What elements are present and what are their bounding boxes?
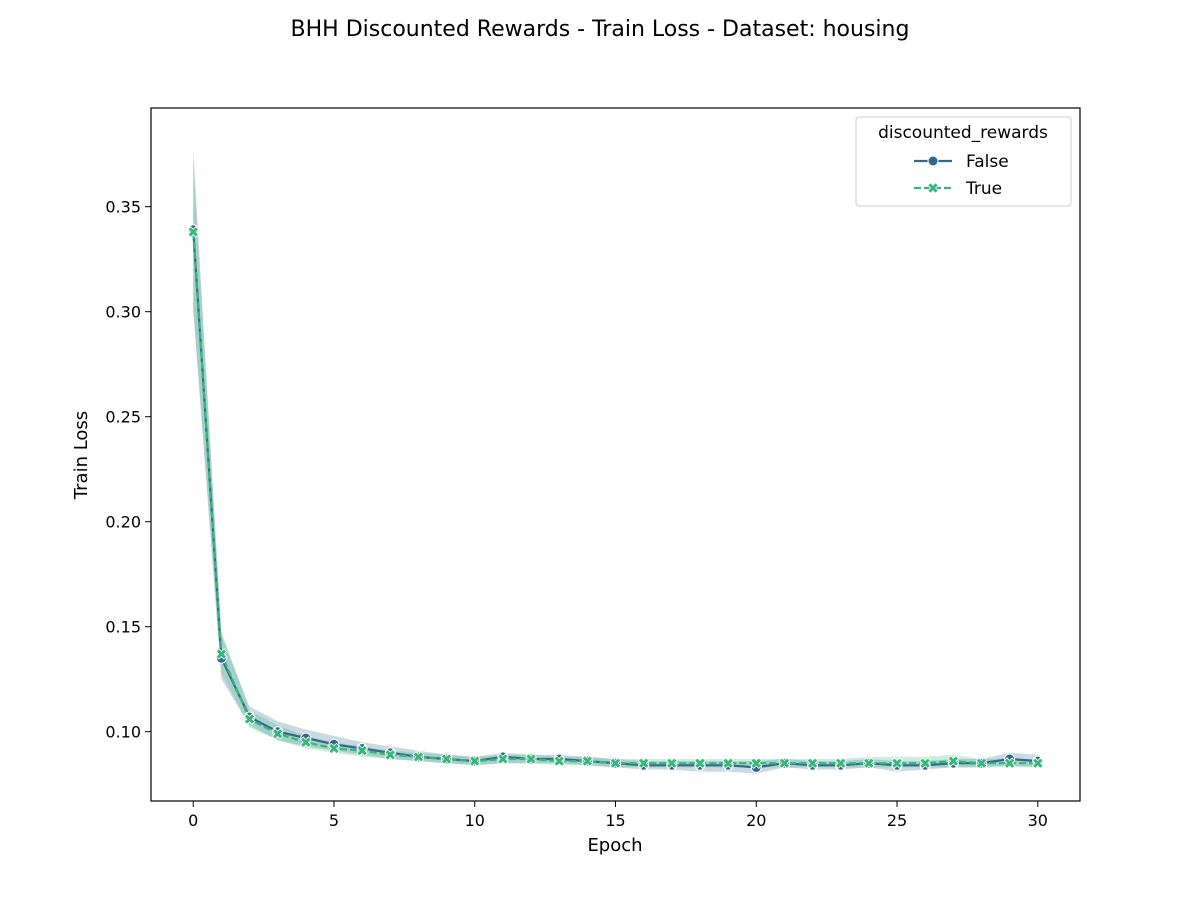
- data-point-true: [356, 744, 368, 757]
- series-line-false: [192, 229, 1038, 769]
- x-marker-shape: [553, 755, 565, 767]
- data-point-true: [384, 749, 397, 761]
- x-marker-shape: [412, 751, 425, 763]
- data-point-true: [215, 648, 228, 660]
- legend-label-true: True: [965, 179, 1002, 199]
- x-tick-label: 25: [887, 811, 907, 830]
- confidence-band-true: [193, 160, 1038, 768]
- legend: discounted_rewards False True: [855, 116, 1072, 207]
- x-marker-shape: [666, 757, 678, 769]
- data-point-true: [666, 757, 678, 769]
- data-point-true: [187, 226, 200, 238]
- y-tick-label: 0.30: [105, 303, 141, 322]
- data-point-true: [271, 728, 284, 740]
- x-marker-shape: [750, 757, 763, 769]
- x-marker-shape: [384, 749, 397, 761]
- y-tick-label: 0.25: [105, 408, 141, 427]
- x-marker-shape: [243, 713, 256, 725]
- x-marker-shape: [863, 757, 875, 769]
- x-marker-shape: [1003, 757, 1016, 769]
- data-point-true: [412, 751, 425, 763]
- y-tick-label: 0.20: [105, 513, 141, 532]
- x-marker-shape: [609, 757, 622, 769]
- data-point-true: [637, 757, 650, 769]
- x-marker-shape: [497, 753, 509, 765]
- x-marker-shape: [778, 757, 791, 769]
- x-marker-shape: [440, 753, 453, 765]
- data-point-true: [468, 755, 481, 767]
- x-marker-shape: [356, 744, 368, 757]
- series-lines: [192, 229, 1038, 769]
- x-tick-label: 5: [329, 811, 339, 830]
- data-point-true: [834, 757, 847, 769]
- data-point-true: [750, 757, 763, 769]
- x-axis-ticks: 0 5 10 15 20 25 30: [188, 801, 1048, 830]
- x-marker-shape: [271, 728, 284, 740]
- legend-box: [855, 116, 1072, 207]
- y-tick-label: 0.10: [105, 723, 141, 742]
- data-point-true: [947, 755, 960, 767]
- x-marker-shape: [468, 755, 481, 767]
- data-point-true: [1031, 757, 1044, 769]
- x-marker-shape: [975, 757, 988, 769]
- x-marker-shape: [300, 736, 312, 748]
- confidence-band-false: [193, 147, 1038, 774]
- data-point-true: [553, 755, 565, 767]
- x-marker-shape: [694, 757, 706, 769]
- data-point-true: [440, 753, 453, 765]
- x-marker-shape: [806, 757, 819, 769]
- x-tick-label: 20: [746, 811, 766, 830]
- y-axis-ticks: 0.10 0.15 0.20 0.25 0.30 0.35: [105, 198, 151, 742]
- data-point-true: [609, 757, 622, 769]
- data-point-true: [891, 757, 903, 769]
- data-point-true: [722, 757, 734, 769]
- x-marker-shape: [722, 757, 734, 769]
- plot-frame: [150, 107, 1081, 802]
- x-marker-shape: [1031, 757, 1044, 769]
- y-tick-label: 0.35: [105, 198, 141, 217]
- data-point-true: [243, 713, 256, 725]
- x-marker-shape: [891, 757, 903, 769]
- x-tick-label: 10: [465, 811, 485, 830]
- legend-title: discounted_rewards: [878, 123, 1048, 143]
- x-tick-label: 30: [1028, 811, 1048, 830]
- confidence-bands: [193, 147, 1038, 774]
- legend-marker-false: [927, 155, 939, 167]
- x-axis-label: Epoch: [587, 835, 642, 856]
- data-point-true: [525, 753, 537, 765]
- x-marker-shape: [581, 755, 594, 767]
- legend-items: False True: [914, 152, 1009, 199]
- x-marker-shape: [328, 742, 340, 755]
- data-point-true: [497, 753, 509, 765]
- y-tick-label: 0.15: [105, 618, 141, 637]
- data-point-true: [806, 757, 819, 769]
- data-point-true: [975, 757, 988, 769]
- data-point-true: [694, 757, 706, 769]
- x-marker-shape: [637, 757, 650, 769]
- legend-marker-true: [927, 182, 939, 194]
- data-point-true: [863, 757, 875, 769]
- series-line-true: [192, 231, 1038, 765]
- x-marker-shape: [927, 182, 939, 194]
- x-marker-shape: [919, 757, 931, 769]
- x-marker-shape: [834, 757, 847, 769]
- data-point-true: [581, 755, 594, 767]
- chart-title: BHH Discounted Rewards - Train Loss - Da…: [291, 17, 910, 42]
- y-axis-label: Train Loss: [71, 411, 92, 500]
- data-point-true: [919, 757, 931, 769]
- data-point-true: [328, 742, 340, 755]
- series-markers: [187, 224, 1044, 773]
- legend-label-false: False: [966, 152, 1009, 172]
- data-point-true: [1003, 757, 1016, 769]
- data-point-true: [300, 736, 312, 748]
- x-marker-shape: [525, 753, 537, 765]
- x-tick-label: 0: [188, 811, 198, 830]
- data-point-true: [778, 757, 791, 769]
- x-marker-shape: [215, 648, 228, 660]
- x-tick-label: 15: [605, 811, 625, 830]
- x-marker-shape: [947, 755, 960, 767]
- x-marker-shape: [187, 226, 200, 238]
